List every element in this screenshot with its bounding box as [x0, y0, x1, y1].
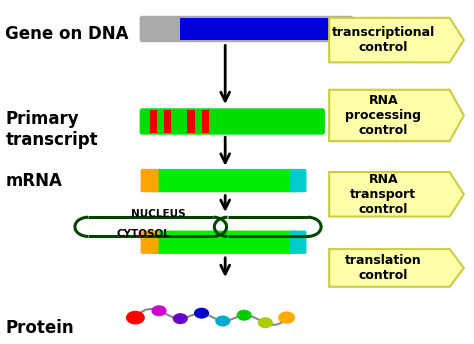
Text: Gene on DNA: Gene on DNA [5, 25, 129, 43]
Text: Protein: Protein [5, 319, 74, 337]
FancyBboxPatch shape [141, 230, 158, 254]
Circle shape [126, 311, 145, 324]
Circle shape [258, 317, 273, 328]
Circle shape [152, 305, 166, 316]
Polygon shape [329, 18, 464, 62]
Circle shape [194, 308, 209, 319]
Text: NUCLEUS: NUCLEUS [131, 209, 185, 219]
Text: RNA
transport
control: RNA transport control [350, 173, 417, 216]
Polygon shape [329, 90, 464, 141]
Bar [180, 18, 329, 40]
Polygon shape [329, 249, 464, 287]
Text: translation
control: translation control [345, 254, 422, 282]
FancyBboxPatch shape [290, 169, 307, 192]
Circle shape [215, 315, 230, 326]
Bar [164, 110, 171, 132]
Bar [150, 110, 157, 132]
FancyBboxPatch shape [140, 108, 325, 135]
FancyBboxPatch shape [150, 230, 298, 254]
FancyBboxPatch shape [140, 16, 353, 42]
Circle shape [237, 310, 252, 321]
Circle shape [278, 311, 295, 324]
Bar [201, 110, 209, 132]
FancyBboxPatch shape [150, 169, 298, 192]
Text: transcriptional
control: transcriptional control [332, 26, 435, 54]
Bar [187, 110, 195, 132]
Text: CYTOSOL: CYTOSOL [117, 229, 170, 239]
Text: mRNA: mRNA [5, 172, 62, 190]
FancyBboxPatch shape [290, 230, 307, 254]
Text: Primary
transcript: Primary transcript [5, 110, 98, 149]
Text: RNA
processing
control: RNA processing control [346, 94, 421, 137]
Circle shape [173, 313, 188, 324]
Polygon shape [329, 172, 464, 216]
FancyBboxPatch shape [141, 169, 158, 192]
